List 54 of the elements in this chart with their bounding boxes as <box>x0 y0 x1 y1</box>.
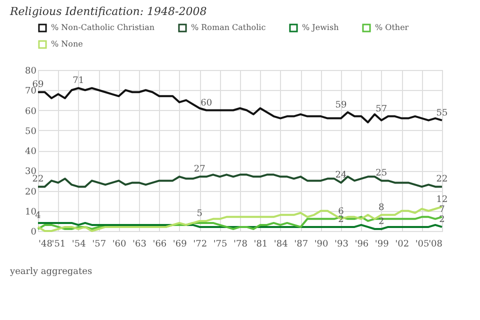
annotation: 59 <box>335 100 347 110</box>
x-tick-label: '57 <box>92 240 106 250</box>
annotation: 4 <box>35 210 42 221</box>
chart-title: Religious Identification: 1948-2008 <box>9 5 207 18</box>
x-tick-label: '99 <box>374 240 390 250</box>
legend-label: % Other <box>375 22 409 32</box>
y-tick-label: 50 <box>25 126 37 137</box>
legend-label: % None <box>51 40 84 48</box>
annotation: 22 <box>436 174 448 185</box>
y-tick-label: 60 <box>25 106 37 117</box>
x-tick-label: '69 <box>172 240 188 250</box>
annotation: 2 <box>378 216 384 227</box>
annotation: 55 <box>436 108 448 118</box>
x-tick-label: '78 <box>234 240 248 250</box>
x-tick-label: '63 <box>132 240 147 250</box>
y-tick-label: 40 <box>25 147 37 157</box>
y-tick-label: 0 <box>30 228 37 238</box>
legend-label: % Non-Catholic Christian <box>51 22 154 32</box>
annotation: 22 <box>32 174 44 185</box>
annotation: 57 <box>376 104 388 114</box>
annotation: 7 <box>439 204 446 215</box>
x-tick-label: '48 <box>38 240 53 250</box>
text: yearly aggregates <box>9 267 92 277</box>
annotation: 25 <box>376 168 388 179</box>
legend-label: % Jewish <box>302 22 339 32</box>
annotation: 5 <box>196 208 203 219</box>
x-tick-label: '60 <box>112 240 127 250</box>
x-tick-label: '66 <box>152 240 167 250</box>
x-tick-label: '93 <box>334 240 349 250</box>
annotation: 60 <box>200 98 212 108</box>
x-tick-label: '90 <box>314 240 329 250</box>
x-tick-label: '02 <box>395 240 410 250</box>
annotation: 6 <box>338 206 344 217</box>
x-tick-label: '87 <box>294 240 308 250</box>
y-tick-label: 80 <box>25 66 37 76</box>
x-tick-label: '05 <box>415 240 430 250</box>
annotation: 27 <box>194 164 206 175</box>
x-tick-label: '75 <box>213 240 228 250</box>
y-tick-label: 10 <box>25 207 37 218</box>
y-tick-label: 20 <box>25 187 37 198</box>
x-tick-label: '96 <box>354 240 369 250</box>
x-tick-label: '54 <box>72 240 86 250</box>
annotation: 8 <box>378 202 385 213</box>
annotation: 2 <box>439 214 445 225</box>
legend-label: % Roman Catholic <box>191 22 266 32</box>
x-tick-label: '84 <box>274 240 288 250</box>
x-tick-label: '81 <box>254 240 268 250</box>
x-tick-label: '72 <box>193 240 208 250</box>
annotation: 24 <box>335 170 347 181</box>
x-tick-label: '08 <box>428 240 443 250</box>
annotation: 12 <box>436 194 448 205</box>
x-tick-label: '51 <box>52 240 66 250</box>
y-tick-label: 70 <box>25 86 37 97</box>
annotation: 71 <box>72 76 84 86</box>
